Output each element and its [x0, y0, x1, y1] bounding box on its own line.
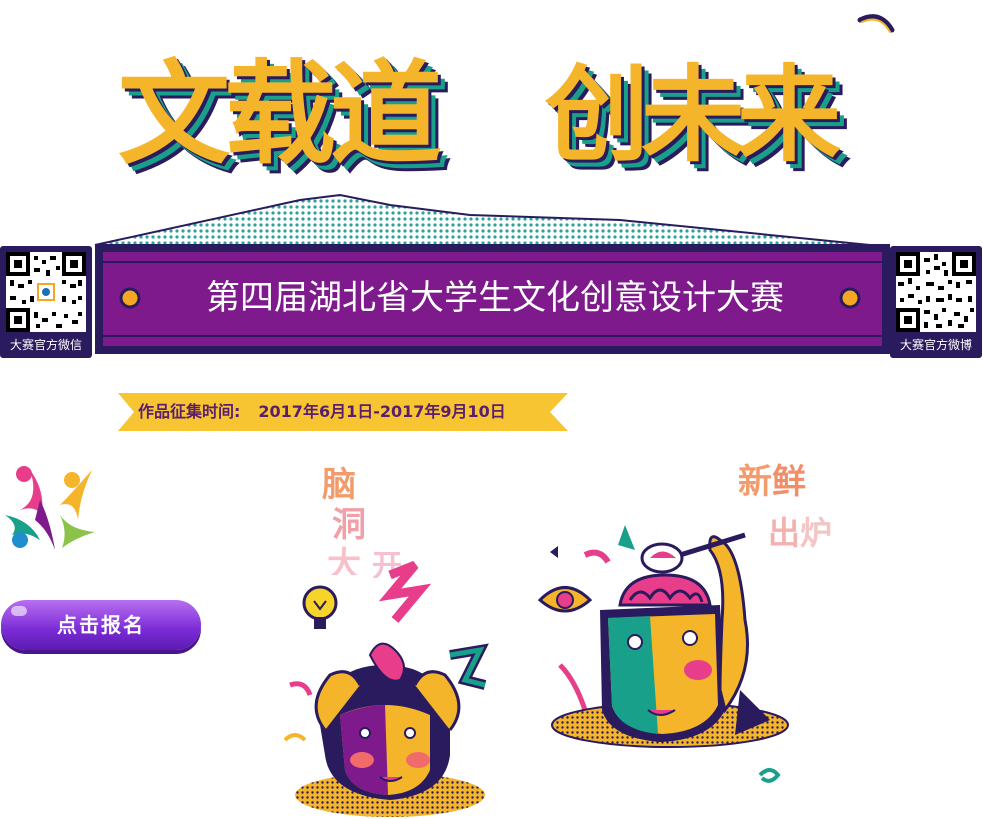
left-caption-char: 大: [327, 545, 361, 575]
contest-logo-icon: [5, 466, 95, 550]
right-caption: 新鲜: [738, 462, 806, 502]
submission-dates: 2017年6月1日-2017年9月10日: [258, 402, 506, 421]
right-caption-char: 鲜: [772, 462, 806, 502]
weibo-qr-code: [896, 252, 976, 332]
tag-ribbon-shape: [118, 393, 568, 431]
banner-art: [94, 14, 895, 354]
weibo-qr-card[interactable]: 大赛官方微博: [890, 246, 982, 358]
right-caption-char: 炉: [800, 514, 833, 552]
right-caption-char: 出: [768, 514, 801, 552]
left-caption-char: 脑: [322, 465, 356, 505]
left-caption: 脑 洞 大: [322, 465, 382, 575]
register-button[interactable]: 点击报名: [1, 600, 201, 650]
right-caption-2: 出炉: [768, 515, 832, 551]
weibo-qr-label: 大赛官方微博: [899, 338, 972, 352]
headline-right: 创未来: [545, 54, 841, 176]
qr-pattern-icon: [896, 252, 976, 332]
wechat-qr-card[interactable]: 大赛官方微信: [0, 246, 92, 358]
submission-period-tag: 作品征集时间: 2017年6月1日-2017年9月10日: [118, 393, 568, 431]
register-button-label: 点击报名: [57, 613, 145, 637]
qr-pattern-icon: [6, 252, 86, 332]
right-head-illustration: [537, 525, 789, 783]
contest-title: 第四届湖北省大学生文化创意设计大赛: [206, 278, 784, 318]
headline-left: 文载道: [118, 50, 442, 180]
wechat-qr-label: 大赛官方微信: [9, 338, 82, 352]
right-caption-char: 新: [738, 462, 772, 502]
wechat-qr-code: [6, 252, 86, 332]
left-caption-char: 洞: [332, 505, 366, 545]
button-shine: [11, 606, 27, 616]
left-head-illustration: [283, 560, 489, 817]
submission-label: 作品征集时间:: [138, 402, 241, 421]
